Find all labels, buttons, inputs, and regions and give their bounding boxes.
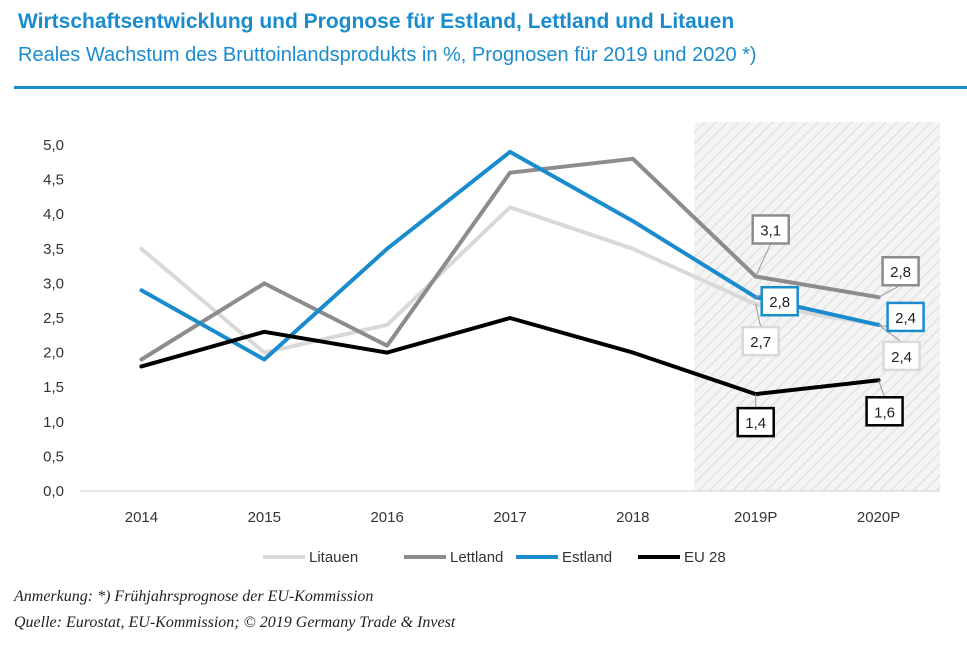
data-label: 1,4 bbox=[745, 415, 766, 432]
data-label-box bbox=[741, 325, 780, 357]
line-chart: 0,0 0,5 1,0 1,5 2,0 2,5 3,0 3,5 4,0 4,5 5,0 2014 201… bbox=[43, 122, 940, 566]
x-tick-label: 2014 bbox=[125, 509, 158, 526]
data-label: 2,8 bbox=[769, 294, 790, 311]
y-tick-label: 3,5 bbox=[43, 241, 64, 258]
data-label-box bbox=[736, 406, 775, 438]
y-tick-label: 1,0 bbox=[43, 414, 64, 431]
data-label: 2,4 bbox=[895, 310, 916, 327]
x-tick-label: 2018 bbox=[616, 509, 649, 526]
x-tick-label: 2017 bbox=[493, 509, 526, 526]
title-divider bbox=[14, 86, 967, 89]
data-label: 3,1 bbox=[760, 222, 781, 239]
data-label: 1,6 bbox=[874, 404, 895, 421]
legend-label: Lettland bbox=[450, 549, 503, 566]
data-label-box bbox=[886, 301, 925, 333]
legend-label: Litauen bbox=[309, 549, 358, 566]
x-tick-label: 2016 bbox=[370, 509, 403, 526]
y-tick-label: 1,5 bbox=[43, 379, 64, 396]
legend-label: EU 28 bbox=[684, 549, 726, 566]
data-label-leader bbox=[755, 243, 772, 277]
data-label-leader bbox=[878, 380, 886, 398]
data-label-box bbox=[751, 214, 790, 245]
footnote-remark: Anmerkung: *) Frühjahrsprognose der EU-K… bbox=[14, 588, 374, 605]
y-tick-label: 4,5 bbox=[43, 172, 64, 189]
data-label: 2,4 bbox=[891, 349, 912, 366]
x-tick-label: 2019P bbox=[734, 509, 777, 526]
series-line-lettland bbox=[139, 156, 881, 362]
data-label-box bbox=[760, 285, 799, 317]
chart-title: Wirtschaftsentwicklung und Prognose für … bbox=[18, 10, 735, 33]
y-tick-label: 0,5 bbox=[43, 448, 64, 465]
y-tick-label: 2,5 bbox=[43, 310, 64, 327]
chart-subtitle: Reales Wachstum des Bruttoinlandsprodukt… bbox=[18, 44, 757, 66]
x-tick-label: 2020P bbox=[857, 509, 900, 526]
data-label-box bbox=[881, 255, 920, 287]
data-label-leader bbox=[878, 324, 902, 343]
y-tick-label: 4,0 bbox=[43, 206, 64, 223]
footnote-source: Quelle: Eurostat, EU-Kommission; © 2019 … bbox=[14, 614, 456, 631]
data-label-box bbox=[882, 340, 921, 372]
data-label: 2,8 bbox=[890, 264, 911, 281]
y-tick-label: 2,0 bbox=[43, 345, 64, 362]
x-tick-label: 2015 bbox=[248, 509, 281, 526]
legend-label: Estland bbox=[562, 549, 612, 566]
series-line-eu-28 bbox=[139, 316, 881, 397]
y-tick-label: 5,0 bbox=[43, 137, 64, 154]
y-tick-label: 3,0 bbox=[43, 275, 64, 292]
data-label-leader bbox=[878, 284, 901, 298]
data-label-box bbox=[865, 396, 904, 427]
data-label-leader bbox=[755, 304, 762, 328]
data-label: 2,7 bbox=[750, 334, 771, 351]
y-tick-label: 0,0 bbox=[43, 483, 64, 500]
